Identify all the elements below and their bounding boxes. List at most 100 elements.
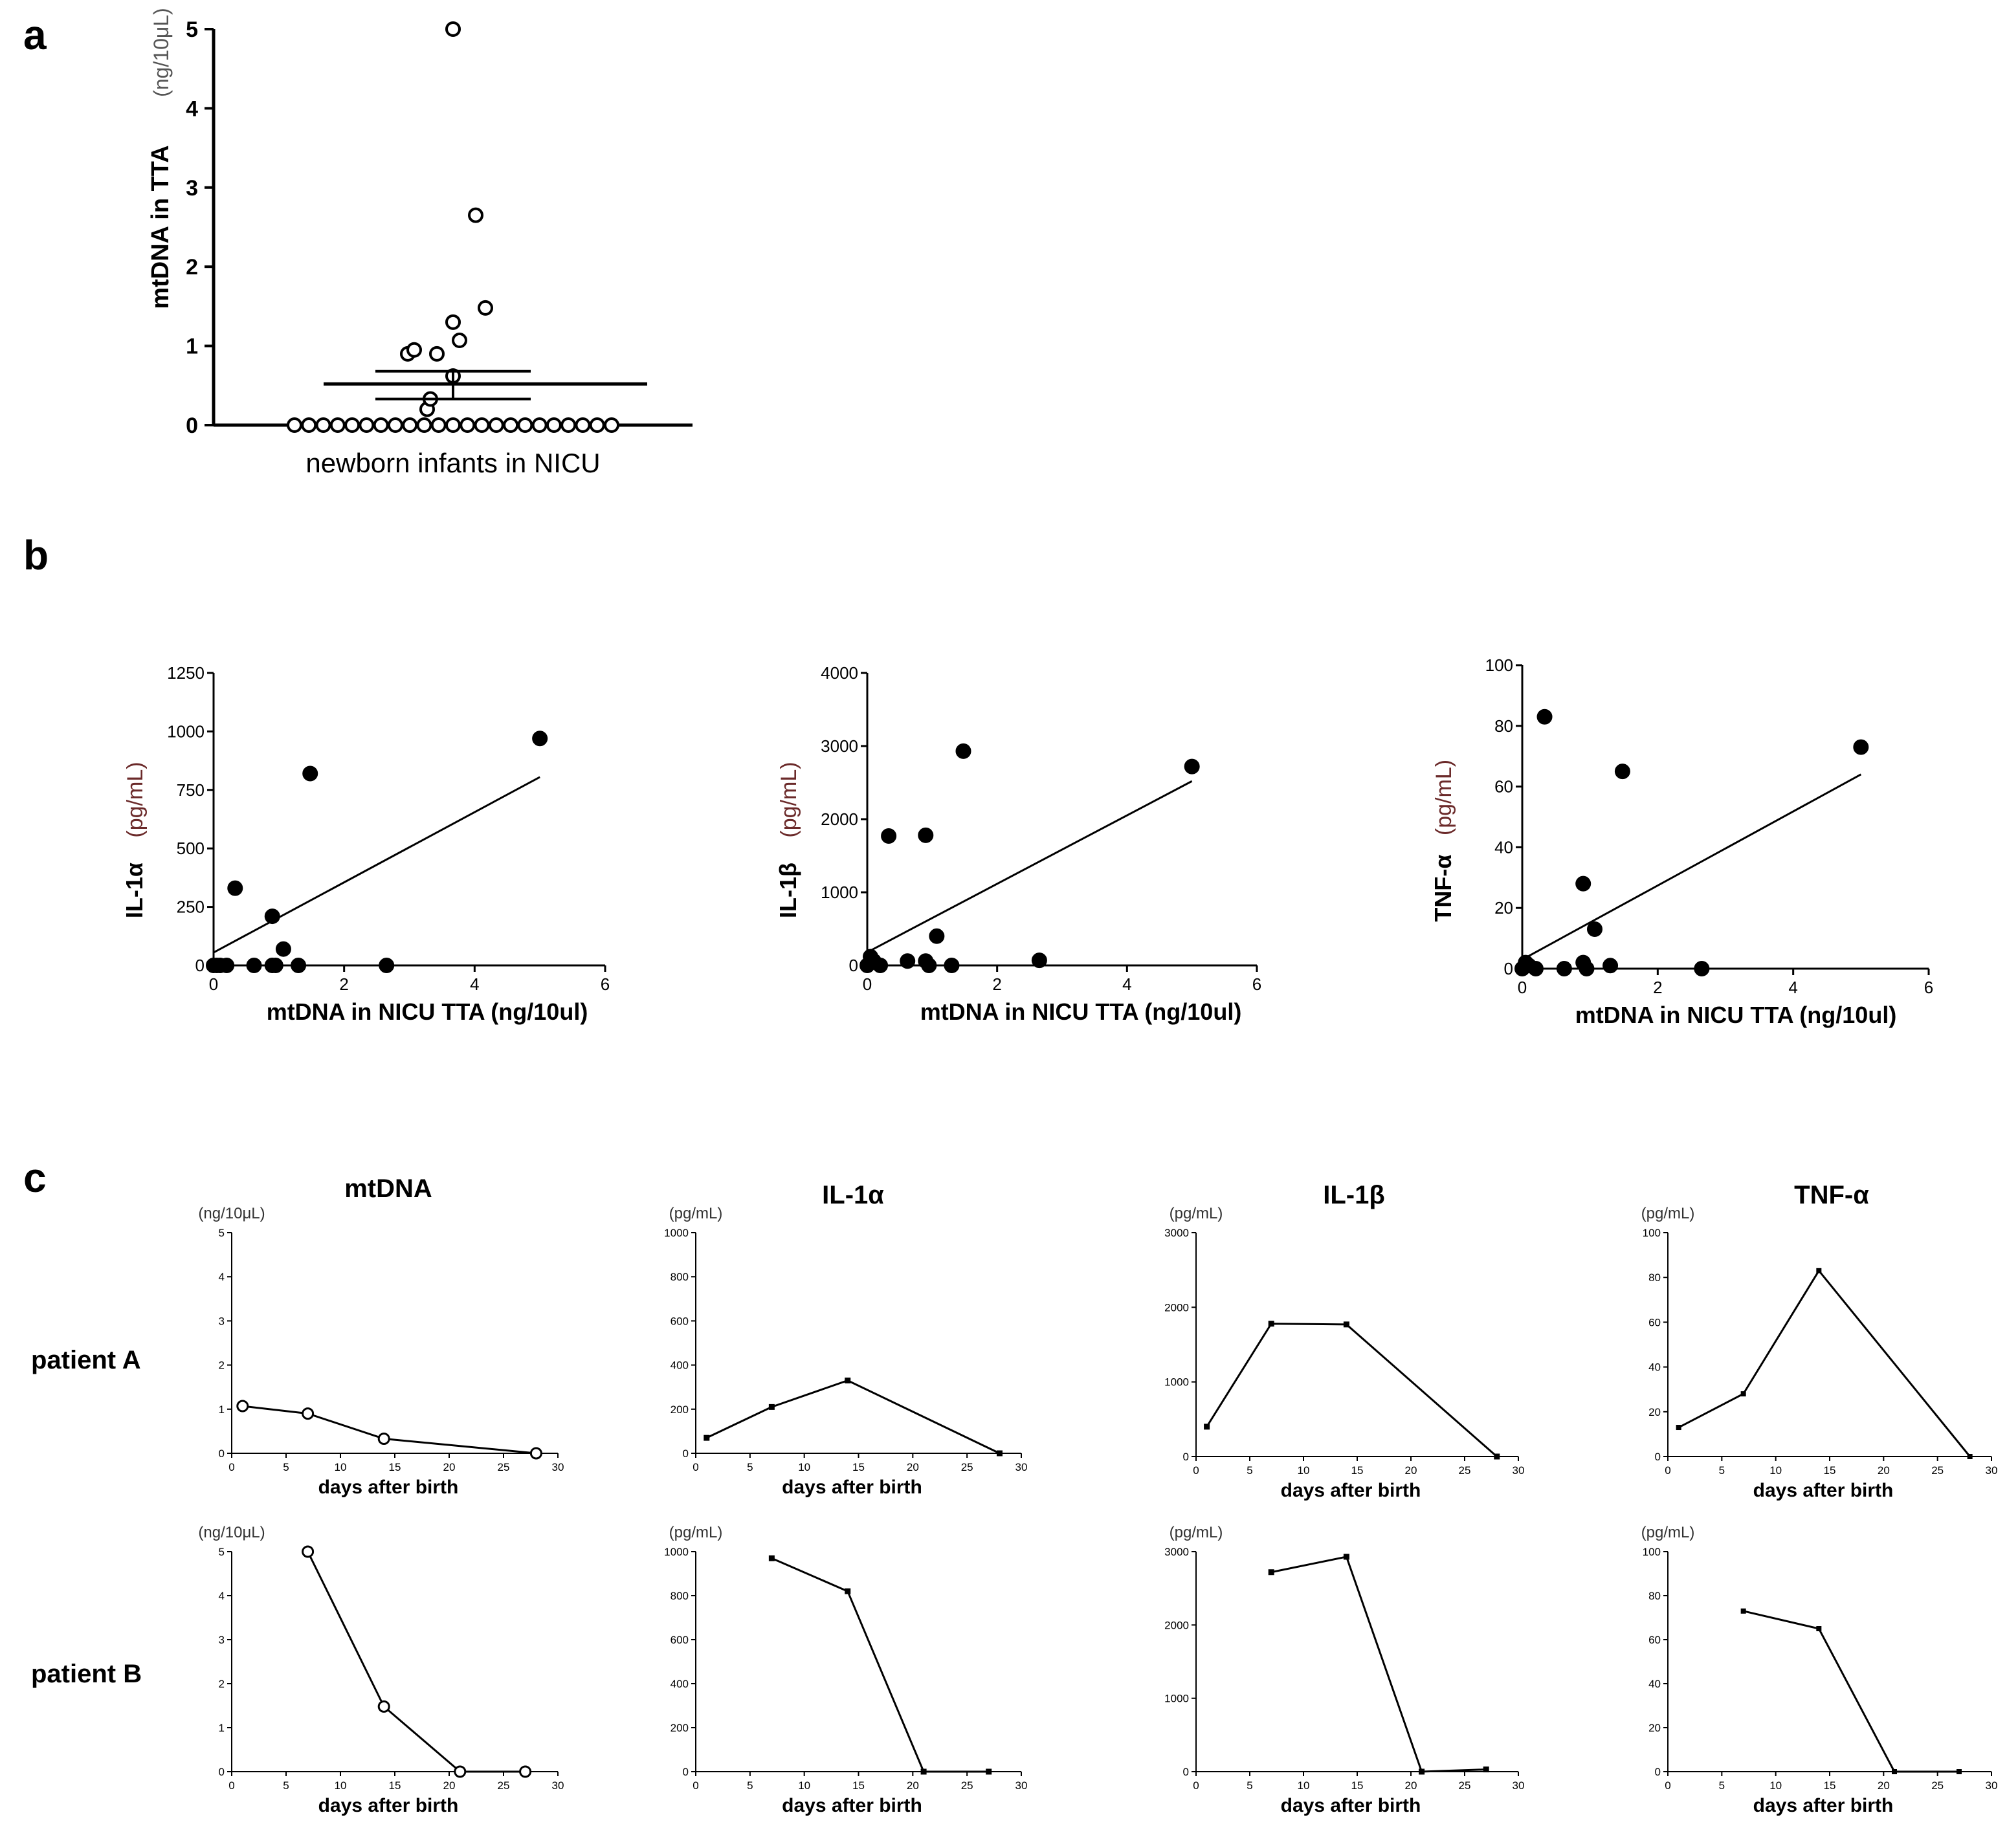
y-tick-label: 3000 (1164, 1227, 1189, 1239)
y-tick-label: 2 (219, 1359, 225, 1372)
data-point (1494, 1453, 1500, 1460)
y-tick-label: 1000 (821, 883, 858, 902)
x-tick-label: 0 (693, 1779, 698, 1792)
chart-cB2: 0 200 400 600 800 1000 0 5 10 15 20 25 30 days after … (664, 1524, 1027, 1816)
x-tick-label: 15 (852, 1461, 865, 1473)
y-axis-label: mtDNA in TTA (147, 145, 174, 309)
x-tick-label: 4 (470, 974, 479, 994)
y-tick-label: 40 (1494, 837, 1513, 857)
x-tick-label: 0 (693, 1461, 698, 1473)
data-point (445, 314, 461, 330)
data-point (519, 1765, 532, 1778)
x-tick-label: 10 (798, 1461, 810, 1473)
data-point (452, 333, 467, 349)
data-point (246, 958, 262, 973)
x-axis-label: days after birth (318, 1795, 459, 1816)
chart-b1: 0 250 500 750 1000 1250 0 2 4 6 mtDNA in NICU TTA … (121, 663, 610, 1025)
panel-c-column-titles: mtDNA IL-1α IL-1β TNF-α (344, 1174, 1869, 1209)
row-label-patient-a: patient A (31, 1346, 141, 1374)
x-tick-label: 0 (1518, 978, 1527, 997)
data-point (315, 417, 331, 433)
x-tick-label: 4 (1122, 974, 1131, 994)
y-tick-label: 1 (186, 335, 198, 359)
data-point (302, 1545, 315, 1558)
x-tick-label: 5 (1247, 1464, 1252, 1477)
y-tick-label: 0 (849, 956, 858, 975)
y-tick-label: 250 (177, 897, 205, 917)
x-tick-label: 25 (1459, 1464, 1471, 1477)
y-tick-label: 100 (1643, 1546, 1661, 1558)
x-tick-label: 0 (1193, 1779, 1199, 1792)
chart-a: 0 1 2 3 4 5 mtDNA in TTA (ng/10μL) newborn infan… (147, 8, 693, 478)
x-tick-label: 10 (1769, 1779, 1782, 1792)
data-point (377, 1432, 390, 1445)
series-line (1270, 1556, 1487, 1773)
chart-cA2: 0 200 400 600 800 1000 0 5 10 15 20 25 30 days after … (664, 1205, 1027, 1498)
y-tick-label: 4000 (821, 663, 858, 683)
x-tick-label: 0 (228, 1779, 234, 1792)
data-point (379, 958, 395, 973)
data-point (575, 417, 591, 433)
data-point (1816, 1626, 1822, 1631)
x-tick-label: 15 (1824, 1779, 1836, 1792)
unit-label: (pg/mL) (669, 1205, 723, 1222)
y-tick-label: 2 (219, 1678, 225, 1690)
data-point (227, 880, 243, 896)
data-point (1483, 1766, 1489, 1773)
series-line (1678, 1269, 1971, 1457)
panel-c-row-labels: patient A patient B (31, 1346, 142, 1688)
x-tick-label: 5 (1719, 1779, 1725, 1792)
x-tick-label: 2 (339, 974, 348, 994)
x-tick-label: 0 (228, 1461, 234, 1473)
x-tick-label: 30 (552, 1779, 564, 1792)
y-tick-label: 40 (1648, 1361, 1661, 1374)
y-tick-label: 1000 (664, 1227, 689, 1239)
data-point (302, 1407, 315, 1420)
x-tick-label: 20 (907, 1779, 919, 1792)
y-tick-label: 5 (219, 1546, 225, 1558)
data-point (1967, 1454, 1973, 1459)
data-point (236, 1400, 249, 1413)
data-point (881, 828, 897, 844)
y-tick-label: 800 (671, 1590, 689, 1602)
y-tick-label: 500 (177, 839, 205, 858)
x-tick-label: 10 (335, 1461, 347, 1473)
chart-cB3: 0 1000 2000 3000 0 5 10 15 20 25 30 days after birt… (1164, 1524, 1524, 1816)
y-tick-label: 3000 (821, 736, 858, 756)
y-tick-label: 0 (1183, 1451, 1189, 1463)
unit-label: (pg/mL) (1170, 1524, 1223, 1541)
data-point (429, 346, 445, 362)
y-tick-label: 20 (1494, 898, 1513, 918)
y-tick-label: 3000 (1164, 1546, 1189, 1558)
y-axis-unit: (ng/10μL) (150, 8, 173, 97)
panel-letter-a: a (23, 12, 47, 58)
x-tick-label: 25 (1931, 1779, 1944, 1792)
x-axis-label: days after birth (318, 1477, 459, 1498)
data-point (267, 958, 283, 973)
data-point (474, 417, 490, 433)
x-axis-label: days after birth (1281, 1795, 1421, 1816)
x-tick-label: 0 (1665, 1464, 1670, 1477)
column-title-mtdna: mtDNA (344, 1174, 432, 1203)
x-tick-label: 20 (1405, 1464, 1417, 1477)
charts-layer: 0 1 2 3 4 5 mtDNA in TTA (ng/10μL) newborn infan… (121, 8, 1997, 1816)
x-tick-label: 10 (1298, 1779, 1310, 1792)
y-tick-label: 0 (1655, 1766, 1661, 1778)
x-axis-label: days after birth (782, 1477, 922, 1498)
y-axis-unit: (pg/mL) (777, 762, 801, 837)
regression-line (213, 776, 540, 954)
x-tick-label: 20 (443, 1779, 456, 1792)
data-point (387, 417, 403, 433)
data-point (996, 1450, 1003, 1457)
data-point (920, 1768, 927, 1775)
data-point (929, 928, 945, 944)
data-point (359, 417, 375, 433)
x-axis-label: newborn infants in NICU (305, 448, 600, 478)
x-tick-label: 5 (1247, 1779, 1252, 1792)
x-tick-label: 6 (1924, 978, 1933, 997)
data-point (503, 417, 519, 433)
x-tick-label: 0 (1193, 1464, 1199, 1477)
column-title-il1b: IL-1β (1323, 1181, 1385, 1209)
x-tick-label: 30 (1986, 1464, 1998, 1477)
data-point (1740, 1391, 1746, 1397)
